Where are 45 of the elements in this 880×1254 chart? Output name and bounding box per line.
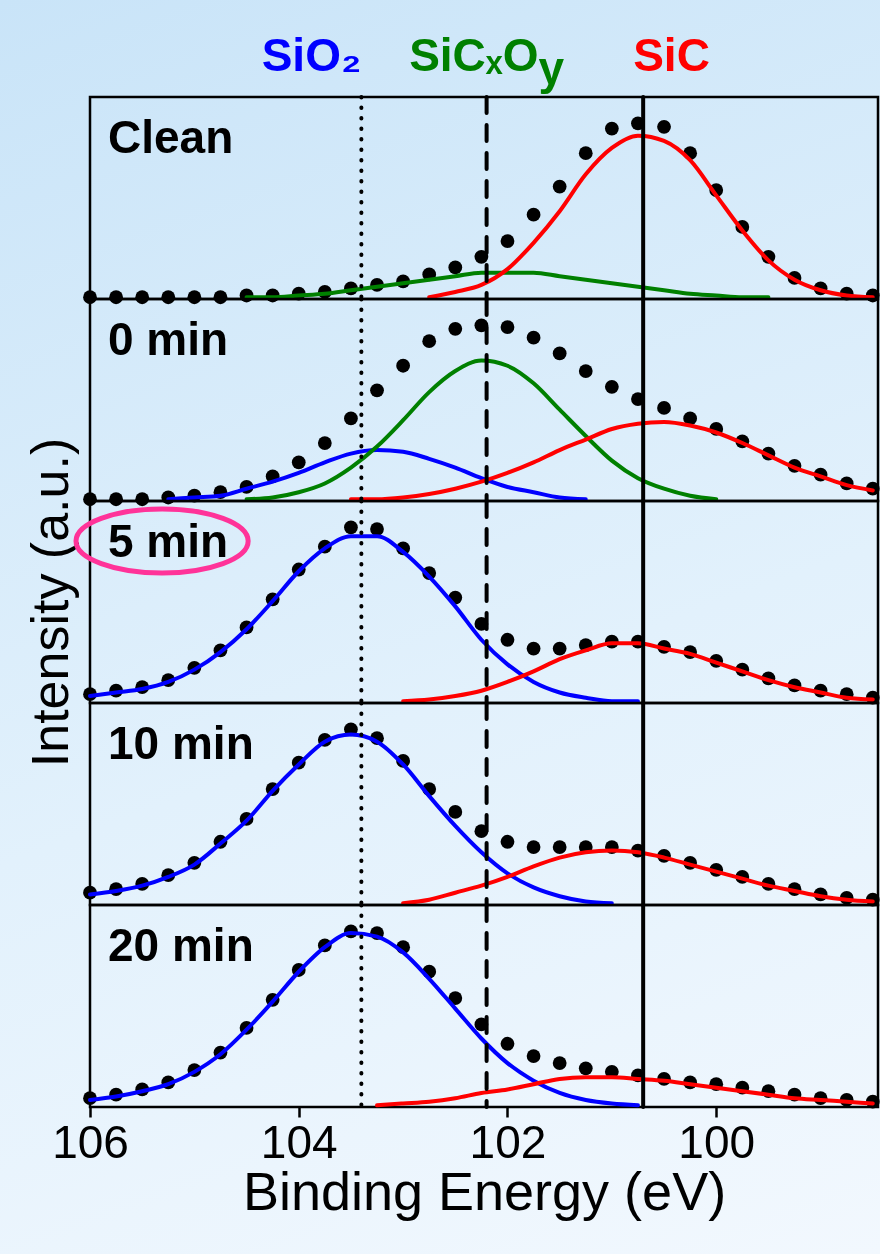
point bbox=[448, 991, 463, 1005]
point bbox=[500, 632, 515, 647]
point bbox=[683, 411, 698, 426]
point bbox=[344, 411, 358, 426]
annotation: Clean bbox=[108, 111, 234, 163]
point bbox=[552, 840, 567, 854]
point bbox=[344, 520, 358, 535]
annotation: 0 min bbox=[108, 313, 229, 365]
point bbox=[526, 330, 541, 345]
point bbox=[604, 121, 619, 136]
point bbox=[448, 260, 463, 275]
point bbox=[552, 179, 567, 194]
point bbox=[474, 249, 489, 264]
point bbox=[526, 641, 541, 656]
point bbox=[552, 346, 567, 361]
point bbox=[422, 334, 437, 349]
annotation: 5 min bbox=[108, 515, 229, 567]
point bbox=[552, 641, 567, 656]
point bbox=[657, 119, 671, 134]
point bbox=[500, 234, 515, 248]
annotation: 20 min bbox=[108, 919, 254, 971]
point bbox=[526, 207, 541, 222]
point bbox=[500, 834, 515, 849]
point bbox=[526, 840, 541, 854]
point bbox=[370, 522, 384, 536]
annotation: 10 min bbox=[108, 717, 254, 769]
x-tick-label: 106 bbox=[52, 1115, 129, 1168]
point bbox=[500, 320, 515, 334]
point bbox=[578, 1061, 593, 1076]
point bbox=[657, 401, 671, 415]
point bbox=[604, 379, 619, 394]
point bbox=[448, 321, 463, 336]
point bbox=[396, 358, 410, 373]
point bbox=[448, 805, 463, 819]
point bbox=[370, 383, 384, 398]
point bbox=[500, 1036, 515, 1051]
point bbox=[578, 364, 593, 378]
point bbox=[317, 436, 332, 450]
point bbox=[526, 1049, 541, 1063]
point bbox=[552, 1056, 567, 1070]
point bbox=[578, 146, 593, 161]
point bbox=[291, 455, 306, 470]
ref-line-label: SiC bbox=[633, 29, 710, 81]
y-axis-title: Intensity (a.u.) bbox=[20, 437, 79, 768]
ref-line-label: SiO₂ bbox=[261, 29, 362, 81]
